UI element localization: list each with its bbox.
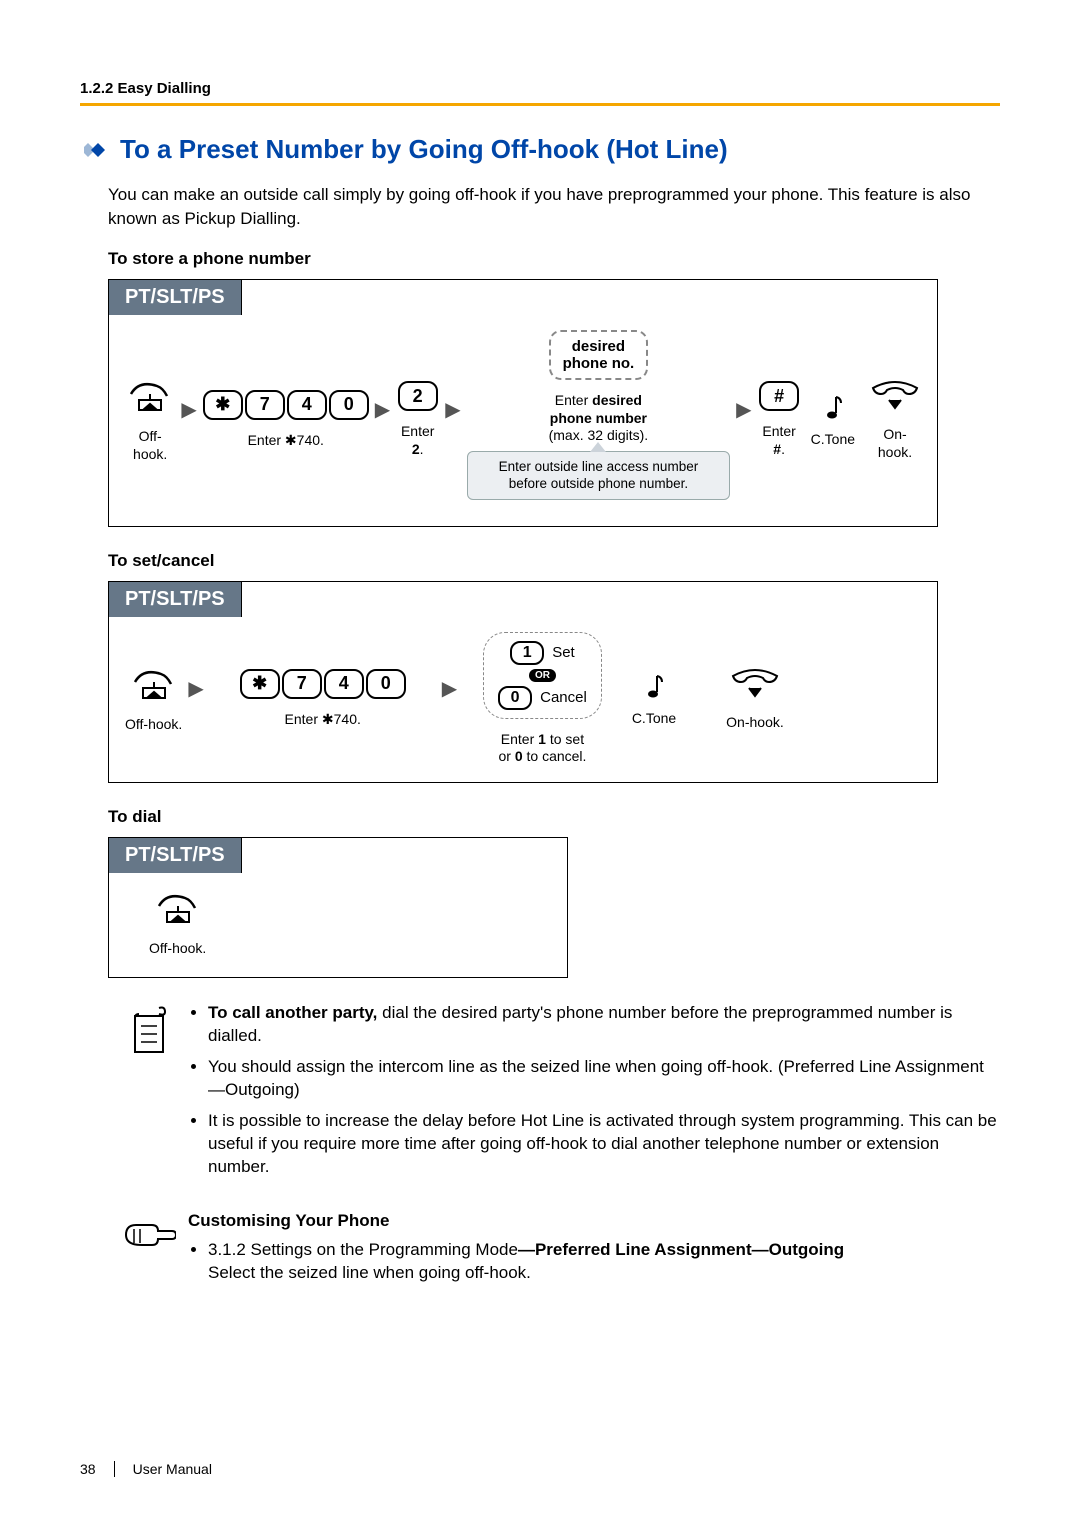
- cust-prefix: 3.1.2 Settings on the Programming Mode: [208, 1240, 518, 1259]
- subhead-setcancel: To set/cancel: [108, 551, 1000, 571]
- step-code: ✱ 7 4 0 Enter ✱740.: [203, 390, 369, 450]
- step-2: 2 Enter 2.: [396, 381, 439, 458]
- key-7: 7: [245, 390, 285, 420]
- step-code: ✱ 7 4 0 Enter ✱740.: [240, 669, 406, 729]
- hand-point-icon: [120, 1213, 176, 1293]
- offhook-icon: [129, 664, 179, 704]
- key-4: 4: [287, 390, 327, 420]
- key-hash: #: [759, 381, 799, 411]
- note-item: To call another party, dial the desired …: [208, 1002, 1000, 1048]
- arrow-icon: ▶: [439, 397, 466, 422]
- key-0: 0: [329, 390, 369, 420]
- onhook-icon: [729, 666, 781, 702]
- cap-2: Enter 2.: [396, 423, 439, 458]
- procedure-setcancel: PT/SLT/PS Off-hook. ▶ ✱ 7 4 0 Enter ✱740…: [108, 581, 938, 783]
- cust-bold: —Preferred Line Assignment—Outgoing: [518, 1240, 844, 1259]
- key-0: 0: [366, 669, 406, 699]
- note-icon: [123, 1004, 173, 1187]
- heading-title: To a Preset Number by Going Off-hook (Ho…: [120, 134, 728, 165]
- step-phone: desired phone no. Enter desiredphone num…: [467, 330, 731, 510]
- procedure-store: PT/SLT/PS Off-hook. ▶ ✱ 7 4 0 Enter ✱740…: [108, 279, 938, 527]
- cap-ctone: C.Tone: [632, 710, 676, 726]
- customise-heading: Customising Your Phone: [188, 1211, 1000, 1231]
- arrow-icon: ▶: [436, 676, 463, 701]
- subhead-store: To store a phone number: [108, 249, 1000, 269]
- footer-label: User Manual: [115, 1461, 212, 1477]
- procedure-dial: PT/SLT/PS Off-hook.: [108, 837, 568, 979]
- cap-phone: Enter desiredphone number(max. 32 digits…: [549, 392, 649, 445]
- step-onhook: On-hook.: [869, 378, 921, 461]
- cap-ctone: C.Tone: [811, 431, 855, 447]
- arrow-icon: ▶: [730, 397, 757, 422]
- cap-hash: Enter #.: [758, 423, 801, 458]
- phone-box: desired phone no.: [549, 330, 649, 381]
- key-1: 1: [510, 641, 544, 665]
- cap-onhook: On-hook.: [869, 426, 921, 461]
- offhook-icon: [125, 376, 175, 416]
- key-0: 0: [498, 686, 532, 710]
- key-star: ✱: [240, 669, 280, 699]
- key-star: ✱: [203, 390, 243, 420]
- page-footer: 38 User Manual: [80, 1461, 212, 1477]
- device-tab: PT/SLT/PS: [108, 581, 242, 617]
- device-tab: PT/SLT/PS: [108, 279, 242, 315]
- option-box: 1 Set OR 0 Cancel: [483, 632, 602, 719]
- customise-block: Customising Your Phone 3.1.2 Settings on…: [108, 1211, 1000, 1293]
- page-number: 38: [80, 1461, 115, 1477]
- step-offhook: Off-hook.: [125, 664, 182, 734]
- phone-box-l2: phone no.: [563, 355, 635, 372]
- customise-list: 3.1.2 Settings on the Programming Mode—P…: [188, 1239, 1000, 1285]
- arrow-icon: ▶: [175, 397, 202, 422]
- intro-text: You can make an outside call simply by g…: [108, 183, 1000, 231]
- cap-offhook: Off-hook.: [149, 940, 206, 958]
- device-tab: PT/SLT/PS: [108, 837, 242, 873]
- phone-box-l1: desired: [572, 338, 625, 355]
- cap-code: Enter ✱740.: [248, 432, 324, 450]
- arrow-icon: ▶: [182, 676, 209, 701]
- note-item: It is possible to increase the delay bef…: [208, 1110, 1000, 1179]
- cap-code: Enter ✱740.: [285, 711, 361, 729]
- key-7: 7: [282, 669, 322, 699]
- header-rule: [80, 103, 1000, 106]
- arrow-icon: ▶: [369, 397, 396, 422]
- cap-setcancel: Enter 1 to setor 0 to cancel.: [498, 731, 586, 766]
- offhook-icon: [153, 888, 203, 928]
- heading-diamonds-icon: [84, 140, 112, 160]
- label-set: Set: [552, 644, 575, 661]
- subhead-dial: To dial: [108, 807, 1000, 827]
- cap-offhook: Off-hook.: [125, 428, 175, 463]
- section-ref: 1.2.2 Easy Dialling: [80, 80, 1000, 97]
- page-heading: To a Preset Number by Going Off-hook (Ho…: [84, 134, 1000, 165]
- callout-access: Enter outside line access number before …: [467, 451, 731, 500]
- step-options: 1 Set OR 0 Cancel Enter 1 to setor 0 to ca…: [483, 632, 602, 766]
- note-item: You should assign the intercom line as t…: [208, 1056, 1000, 1102]
- label-cancel: Cancel: [540, 689, 587, 706]
- cap-onhook: On-hook.: [726, 714, 784, 732]
- onhook-icon: [869, 378, 921, 414]
- step-offhook: Off-hook.: [125, 376, 175, 463]
- tone-icon: [818, 393, 848, 427]
- note-list: To call another party, dial the desired …: [188, 1002, 1000, 1187]
- cust-line2: Select the seized line when going off-ho…: [208, 1263, 531, 1282]
- or-pill: OR: [529, 669, 556, 682]
- step-ctone: C.Tone: [632, 672, 676, 726]
- customise-item: 3.1.2 Settings on the Programming Mode—P…: [208, 1239, 1000, 1285]
- step-offhook: Off-hook.: [149, 888, 206, 958]
- key-4: 4: [324, 669, 364, 699]
- notes-block: To call another party, dial the desired …: [108, 1002, 1000, 1187]
- step-onhook: On-hook.: [726, 666, 784, 732]
- key-2: 2: [398, 381, 438, 411]
- step-hash: # Enter #.: [758, 381, 801, 458]
- cap-offhook: Off-hook.: [125, 716, 182, 734]
- tone-icon: [639, 672, 669, 706]
- step-ctone: C.Tone: [811, 393, 855, 447]
- note-bold: To call another party,: [208, 1003, 377, 1022]
